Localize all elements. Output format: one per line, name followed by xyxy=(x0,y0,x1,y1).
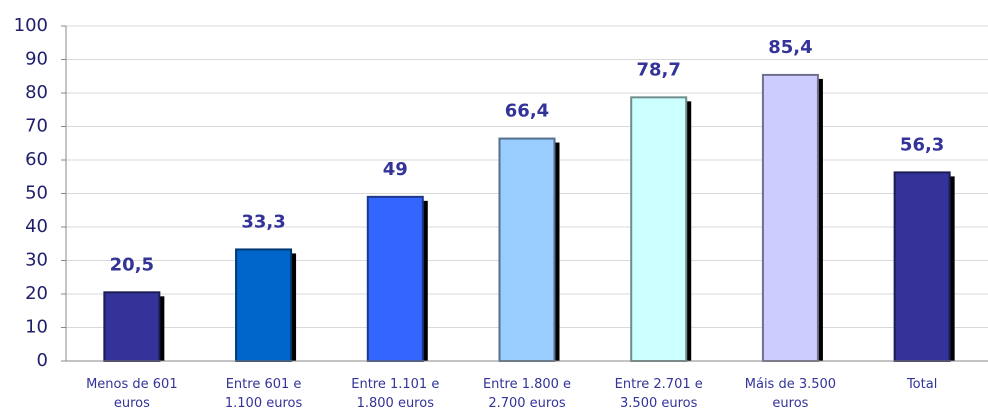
x-tick-label-line: Total xyxy=(906,377,937,392)
y-tick-label: 10 xyxy=(25,317,48,338)
x-tick-label: Entre 2.701 e 3.500 euros xyxy=(615,377,703,411)
y-tick-label: 70 xyxy=(25,116,48,137)
x-tick-label-line: Entre 2.701 e xyxy=(615,377,703,392)
y-tick-label: 80 xyxy=(25,82,48,103)
bar xyxy=(498,137,556,362)
value-label: 49 xyxy=(383,159,408,180)
x-tick-label: Menos de 601 euros xyxy=(86,377,178,411)
x-tick-label: Entre 1.101 e 1.800 euros xyxy=(351,377,439,411)
x-tick-label-line: Entre 1.101 e xyxy=(351,377,439,392)
x-tick-label-line: euros xyxy=(772,396,808,411)
value-label: 85,4 xyxy=(768,37,812,58)
y-tick-label: 90 xyxy=(25,49,48,70)
x-tick-label-line: euros xyxy=(114,396,150,411)
bar xyxy=(235,248,293,363)
y-tick-label: 30 xyxy=(25,250,48,271)
x-tick-label-line: Menos de 601 xyxy=(86,377,178,392)
bar xyxy=(630,96,688,362)
y-tick-label: 100 xyxy=(14,15,48,36)
x-tick-label-line: 1.100 euros xyxy=(225,396,303,411)
x-tick-label-line: 1.800 euros xyxy=(357,396,435,411)
y-tick-label: 0 xyxy=(37,350,48,371)
value-label: 33,3 xyxy=(241,211,285,232)
y-tick-label: 60 xyxy=(25,149,48,170)
x-tick-label-line: Entre 1.800 e xyxy=(483,377,571,392)
x-tick-label: Máis de 3.500 euros xyxy=(745,377,836,411)
value-label: 66,4 xyxy=(505,101,549,122)
x-tick-label-line: 2.700 euros xyxy=(488,396,566,411)
x-tick-label: Entre 1.800 e 2.700 euros xyxy=(483,377,571,411)
x-tick-label: Entre 601 e 1.100 euros xyxy=(225,377,303,411)
value-label: 78,7 xyxy=(637,59,681,80)
bar xyxy=(103,291,161,363)
bar xyxy=(366,195,424,362)
x-tick-label-line: 3.500 euros xyxy=(620,396,698,411)
y-tick-label: 50 xyxy=(25,183,48,204)
y-tick-label: 20 xyxy=(25,283,48,304)
value-label: 20,5 xyxy=(110,254,154,275)
x-tick-label-line: Entre 601 e xyxy=(226,377,302,392)
x-tick-label: Total xyxy=(906,377,937,392)
bar xyxy=(761,73,819,362)
bar xyxy=(893,171,951,362)
x-tick-label-line: Máis de 3.500 xyxy=(745,377,836,392)
value-label: 56,3 xyxy=(900,134,944,155)
y-tick-label: 40 xyxy=(25,216,48,237)
